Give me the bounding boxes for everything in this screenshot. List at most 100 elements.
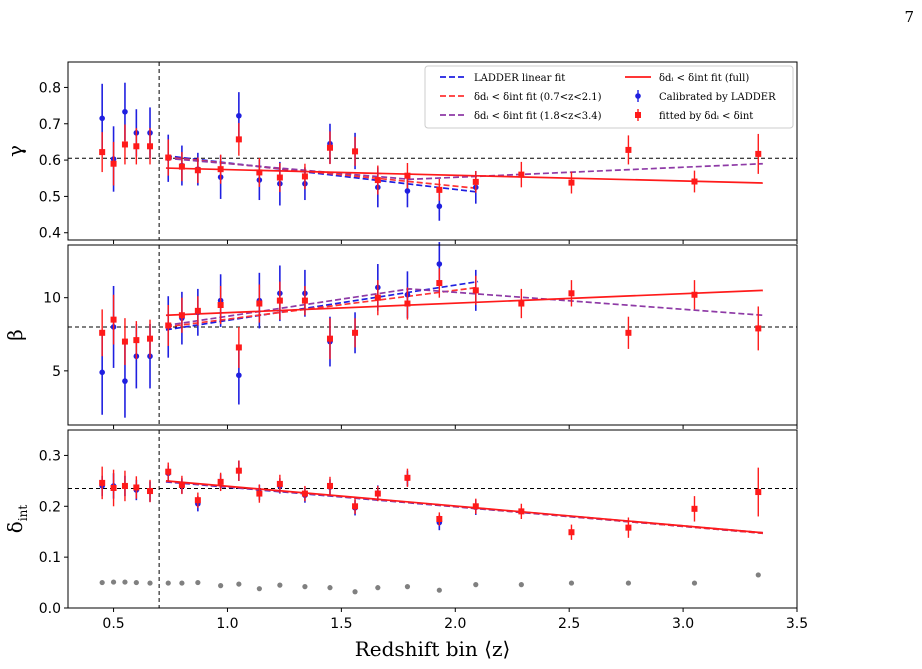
fitted-point [755, 150, 762, 157]
legend-box [424, 65, 794, 129]
y-tick-label: 0.3 [39, 448, 61, 464]
fitted-point [99, 149, 106, 156]
ladder-point [99, 369, 105, 376]
gray-point [179, 580, 185, 586]
gray-point [236, 581, 242, 587]
fitted-point [147, 335, 154, 342]
fitted-point [256, 490, 263, 497]
fit-mid-line [165, 286, 479, 328]
fitted-point [436, 516, 443, 522]
fitted-point [217, 166, 224, 173]
gray-point [473, 582, 479, 588]
fitted-point [691, 291, 698, 298]
fitted-point [235, 467, 242, 474]
fitted-point [178, 312, 185, 319]
fitted-point [301, 490, 308, 497]
fitted-point [178, 163, 185, 170]
ladder-point [99, 115, 105, 122]
y-tick-label: 0.0 [39, 601, 61, 617]
fitted-point [133, 143, 140, 150]
ladder-point [122, 108, 128, 115]
x-tick-label: 0.5 [102, 616, 124, 632]
fitted-point [133, 484, 140, 491]
gray-point [277, 582, 283, 588]
gray-point [302, 584, 308, 590]
legend-label: Calibrated by LADDER [659, 92, 776, 103]
gray-point [99, 579, 105, 586]
fitted-point [404, 172, 411, 179]
y-tick-label: 0.5 [39, 189, 61, 205]
fit-full-line [165, 289, 763, 317]
fitted-point [326, 482, 333, 489]
fitted-point [472, 178, 479, 185]
fitted-point [178, 481, 185, 488]
legend-label: δdᵢ < δint fit (full) [659, 73, 749, 84]
gray-point [133, 579, 139, 586]
fitted-point [165, 154, 172, 161]
fitted-point [352, 503, 359, 510]
fitted-point [276, 480, 283, 487]
fitted-point [518, 171, 525, 178]
fitted-point [121, 141, 128, 148]
fitted-point [472, 287, 479, 294]
fitted-point [691, 178, 698, 185]
legend: LADDER linear fit δdᵢ < δint fit (0.7<z<2… [424, 65, 794, 129]
ladder-point [404, 188, 411, 194]
fit-high-line [165, 157, 763, 181]
y-tick-label: 5 [52, 364, 61, 380]
fitted-point [568, 179, 575, 186]
fitted-point [352, 329, 359, 336]
fitted-point [374, 177, 381, 184]
fitted-point [374, 490, 381, 497]
ladder-point [236, 372, 242, 379]
fitted-point [404, 300, 411, 307]
fitted-point [301, 173, 308, 180]
fitted-point [276, 174, 283, 181]
gray-point [625, 580, 632, 586]
gray-point [165, 580, 171, 586]
y-tick-label: 0.6 [39, 153, 61, 169]
panel-2: 5 10 β [3, 242, 798, 429]
fitted-point [436, 186, 443, 193]
panel-frame [67, 61, 798, 241]
fitted-point [235, 136, 242, 143]
fit-full-line [165, 167, 763, 184]
fitted-point [110, 484, 117, 491]
ladder-point [122, 378, 128, 384]
fitted-point [625, 146, 632, 153]
fitted-point [165, 468, 172, 475]
fitted-point [110, 316, 117, 323]
fitted-point [147, 488, 154, 495]
fitted-point [326, 335, 333, 342]
fitted-point [147, 143, 154, 150]
fitted-point [235, 344, 242, 351]
fitted-point [568, 290, 575, 297]
fitted-point [755, 325, 762, 332]
x-axis-label: Redshift bin ⟨z⟩ [355, 637, 511, 661]
fitted-point [625, 524, 632, 531]
fitted-point [436, 280, 443, 287]
gray-point [110, 579, 117, 585]
fitted-point [133, 337, 140, 344]
x-tick-label: 1.0 [216, 616, 238, 632]
legend-label: δdᵢ < δint fit (0.7<z<2.1) [474, 92, 602, 103]
fitted-point [99, 479, 106, 486]
ladder-point [236, 112, 242, 119]
legend-label: δdᵢ < δint fit (1.8<z<3.4) [474, 111, 602, 122]
gray-point [218, 583, 224, 589]
ladder-fit-line [165, 280, 479, 331]
gray-point [256, 586, 262, 592]
y-tick-label: 0.1 [39, 550, 61, 566]
y-tick-label: 0.4 [39, 226, 61, 242]
gray-point [327, 585, 333, 591]
fitted-point [691, 505, 698, 512]
gray-point [518, 582, 524, 588]
x-tick-label: 3.0 [672, 616, 694, 632]
x-tick-label: 2.5 [558, 616, 580, 632]
fitted-point [374, 294, 381, 301]
fitted-point [404, 474, 411, 481]
legend-swatch [635, 112, 641, 118]
ladder-point [436, 203, 443, 210]
y-tick-label: 0.2 [39, 499, 61, 515]
legend-label: LADDER linear fit [474, 73, 565, 84]
